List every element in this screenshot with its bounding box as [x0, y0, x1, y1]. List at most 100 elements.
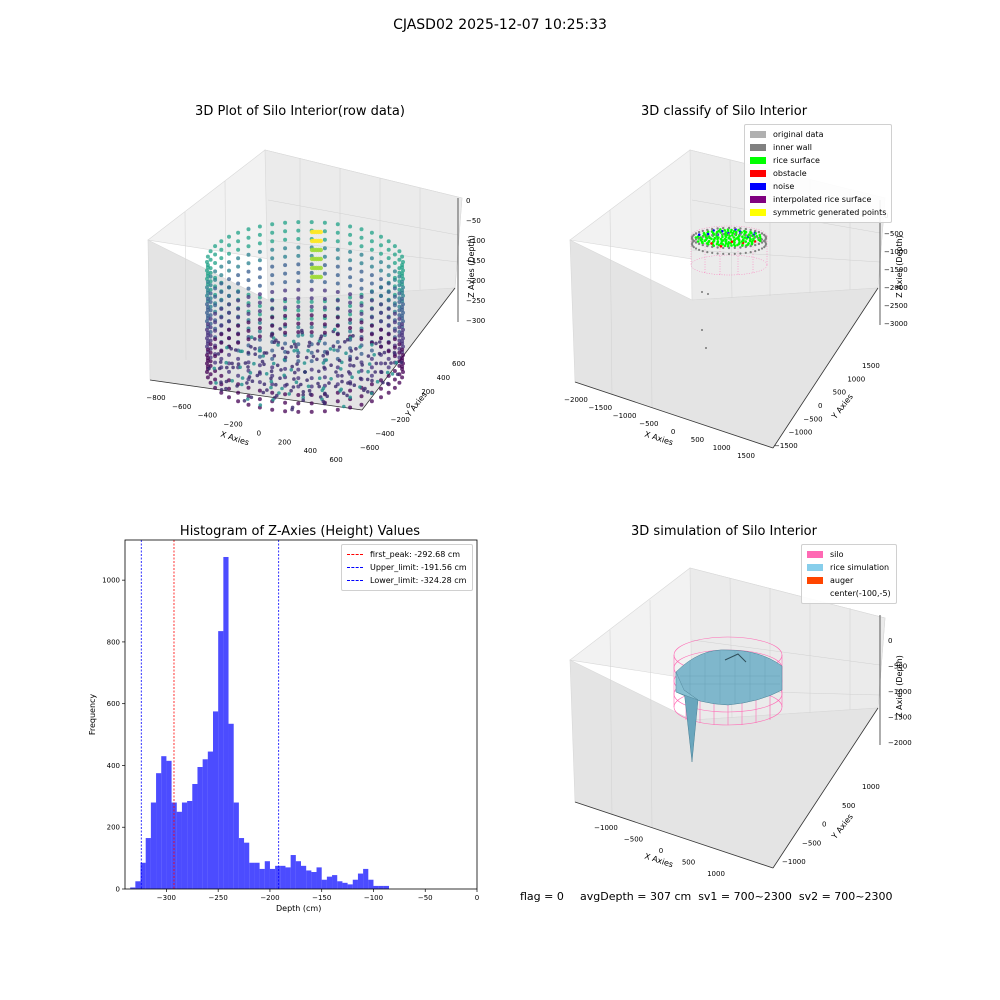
raw-point: [392, 385, 397, 390]
raw-point: [270, 306, 275, 311]
raw-point: [246, 227, 251, 232]
histogram-bar: [202, 759, 208, 889]
raw-point: [224, 386, 228, 391]
raw-point: [302, 361, 307, 365]
raw-point: [246, 350, 251, 355]
legend-entry: obstacle: [750, 167, 886, 180]
classified-point: [725, 238, 728, 242]
raw-point: [370, 378, 374, 383]
raw-point: [322, 271, 327, 276]
raw-point: [278, 376, 282, 381]
raw-point: [278, 327, 283, 331]
raw-point: [257, 300, 262, 305]
classified-point: [733, 252, 736, 255]
raw-point: [339, 367, 343, 371]
raw-point: [322, 313, 327, 318]
raw-point: [324, 358, 329, 362]
raw-point: [397, 350, 402, 355]
raw-point: [348, 295, 353, 300]
raw-point: [386, 256, 391, 261]
raw-point: [236, 264, 241, 269]
raw-point: [213, 277, 218, 282]
raw-point: [379, 268, 383, 273]
classified-point: [754, 250, 757, 253]
raw-point: [337, 358, 342, 363]
raw-point: [400, 263, 405, 267]
legend-entry: rice surface: [750, 154, 886, 167]
raw-point: [372, 353, 377, 357]
classified-point: [733, 233, 736, 236]
raw-point: [369, 256, 374, 261]
raw-point: [382, 350, 387, 355]
raw-point: [325, 351, 330, 356]
raw-point: [369, 391, 374, 396]
raw-point: [227, 369, 231, 374]
raw-point: [296, 308, 301, 313]
histogram-x-tick: −150: [312, 894, 331, 902]
legend-label: auger: [830, 576, 854, 585]
classify-y-tick: 1000: [847, 375, 865, 383]
raw-point: [240, 349, 244, 354]
classify-y-tick: 1500: [862, 362, 880, 370]
raw-point: [309, 350, 314, 355]
raw-point: [331, 344, 336, 349]
classified-point: [710, 230, 714, 233]
raw-point: [245, 381, 249, 385]
raw-point: [205, 263, 210, 267]
raw-point: [261, 390, 266, 395]
raw-point: [205, 310, 209, 315]
raw-point: [257, 275, 262, 280]
raw-point: [379, 302, 383, 307]
raw-point: [214, 381, 218, 385]
raw-point: [213, 377, 218, 382]
raw-point: [369, 373, 374, 378]
raw-point: [348, 283, 353, 288]
legend-swatch: [347, 554, 363, 555]
raw-point: [208, 342, 213, 347]
raw-point: [205, 339, 210, 344]
histogram-bar: [326, 876, 333, 889]
raw-point: [322, 288, 327, 293]
raw-point: [205, 330, 210, 335]
raw-point: [309, 333, 314, 338]
raw-point: [257, 317, 262, 322]
histogram-reference-lines: [140, 540, 280, 889]
histogram-bar: [357, 873, 364, 889]
classify-z-tick: −3000: [884, 320, 908, 328]
histogram-axes[interactable]: −300 −250 −200 −150 −100 −50 0 020040060080010…: [0, 0, 500, 1000]
raw-point: [283, 254, 288, 259]
raw-z-tick: −250: [466, 297, 485, 305]
classified-point: [698, 237, 701, 240]
legend-entry: original data: [750, 128, 886, 141]
raw-point: [348, 405, 353, 410]
classified-point: [724, 242, 728, 245]
raw-point: [253, 337, 257, 341]
raw-point: [374, 341, 378, 346]
raw-point: [283, 305, 288, 310]
raw-point: [335, 373, 340, 378]
raw-point: [400, 254, 405, 259]
classified-point: [721, 235, 724, 239]
raw-point: [225, 365, 229, 370]
histogram-bar: [332, 875, 338, 889]
classified-point: [760, 247, 764, 250]
raw-point: [293, 370, 297, 375]
raw-point: [401, 310, 405, 315]
classified-point: [697, 242, 701, 246]
raw-point: [296, 367, 301, 372]
raw-z-tick: −100: [466, 237, 485, 245]
raw-point: [335, 222, 340, 227]
raw-point: [369, 281, 374, 286]
raw-point: [322, 401, 327, 406]
raw-point: [317, 384, 322, 389]
raw-point: [213, 360, 218, 365]
raw-point: [379, 361, 383, 366]
raw-point: [341, 391, 346, 396]
histogram-bar: [321, 879, 327, 889]
raw-point: [270, 315, 275, 320]
raw-point: [296, 287, 301, 292]
raw-point: [348, 241, 353, 246]
classified-point: [692, 233, 695, 237]
